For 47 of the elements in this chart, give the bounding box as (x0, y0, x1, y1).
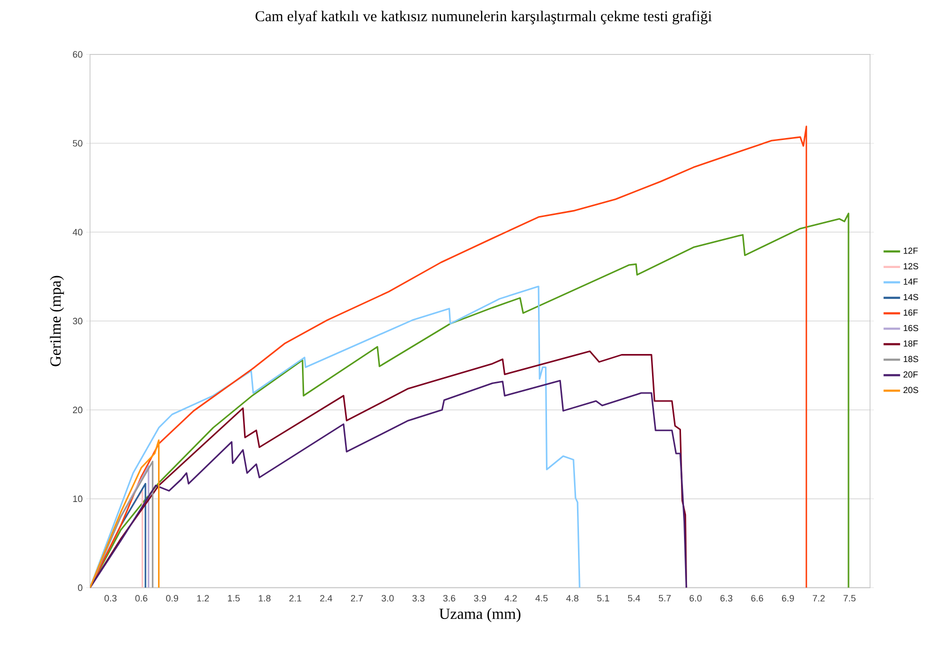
x-tick-label: 2.7 (350, 594, 363, 602)
x-tick-label: 1.8 (258, 594, 271, 602)
y-tick-label: 10 (73, 495, 82, 502)
y-tick-label: 50 (72, 140, 82, 146)
y-tick-label: 60 (72, 50, 82, 58)
x-tick-label: 6.0 (690, 594, 702, 602)
x-tick-label: 4.5 (535, 594, 548, 602)
y-tick-label: 0 (78, 584, 82, 591)
y-tick-label: 40 (72, 228, 82, 236)
x-tick-label: 6.6 (751, 594, 764, 602)
x-tick-label: 2.4 (320, 594, 332, 602)
x-tick-label: 5.1 (597, 594, 610, 602)
legend-label: 12F (904, 247, 918, 254)
x-tick-label: 7.2 (812, 594, 825, 602)
x-tick-label: 2.1 (289, 594, 302, 602)
x-tick-label: 3.9 (474, 594, 486, 602)
x-tick-label: 0.9 (166, 594, 178, 602)
x-tick-label: 4.2 (504, 594, 517, 602)
x-tick-label: 3.6 (443, 594, 456, 602)
legend-label: 20S (904, 386, 918, 393)
line-series (90, 439, 160, 588)
x-tick-label: 1.2 (197, 594, 209, 602)
legend-label: 16S (904, 324, 918, 331)
x-tick-label: 6.9 (782, 594, 794, 602)
x-tick-label: 0.6 (135, 594, 148, 602)
x-tick-label: 0.3 (104, 594, 117, 602)
legend-label: 20F (904, 371, 918, 378)
legend-label: 18S (904, 356, 918, 362)
y-tick-label: 20 (72, 406, 82, 414)
x-tick-label: 4.8 (566, 594, 578, 602)
legend-label: 14S (904, 294, 918, 300)
legend-label: 14F (904, 278, 918, 284)
y-tick-label: 30 (72, 318, 82, 324)
x-tick-label: 7.5 (844, 594, 856, 602)
legend-label: 16F (904, 309, 918, 316)
y-axis-title: Gerilme (mpa) (50, 276, 64, 366)
x-tick-label: 5.7 (658, 594, 671, 602)
line-series (90, 285, 580, 588)
legend-label: 18F (904, 340, 918, 346)
x-tick-label: 3.0 (382, 594, 394, 602)
x-tick-label: 6.3 (720, 594, 732, 602)
legend-label: 12S (904, 262, 918, 270)
chart-title: Cam elyaf katkılı ve katkısız numunelerin karşılaştırmalı çekme testi grafiği (256, 10, 712, 24)
x-tick-label: 1.5 (228, 594, 240, 602)
x-axis-title: Uzama (mm) (439, 608, 520, 622)
x-tick-label: 5.4 (628, 594, 640, 602)
x-tick-label: 3.3 (412, 594, 424, 602)
